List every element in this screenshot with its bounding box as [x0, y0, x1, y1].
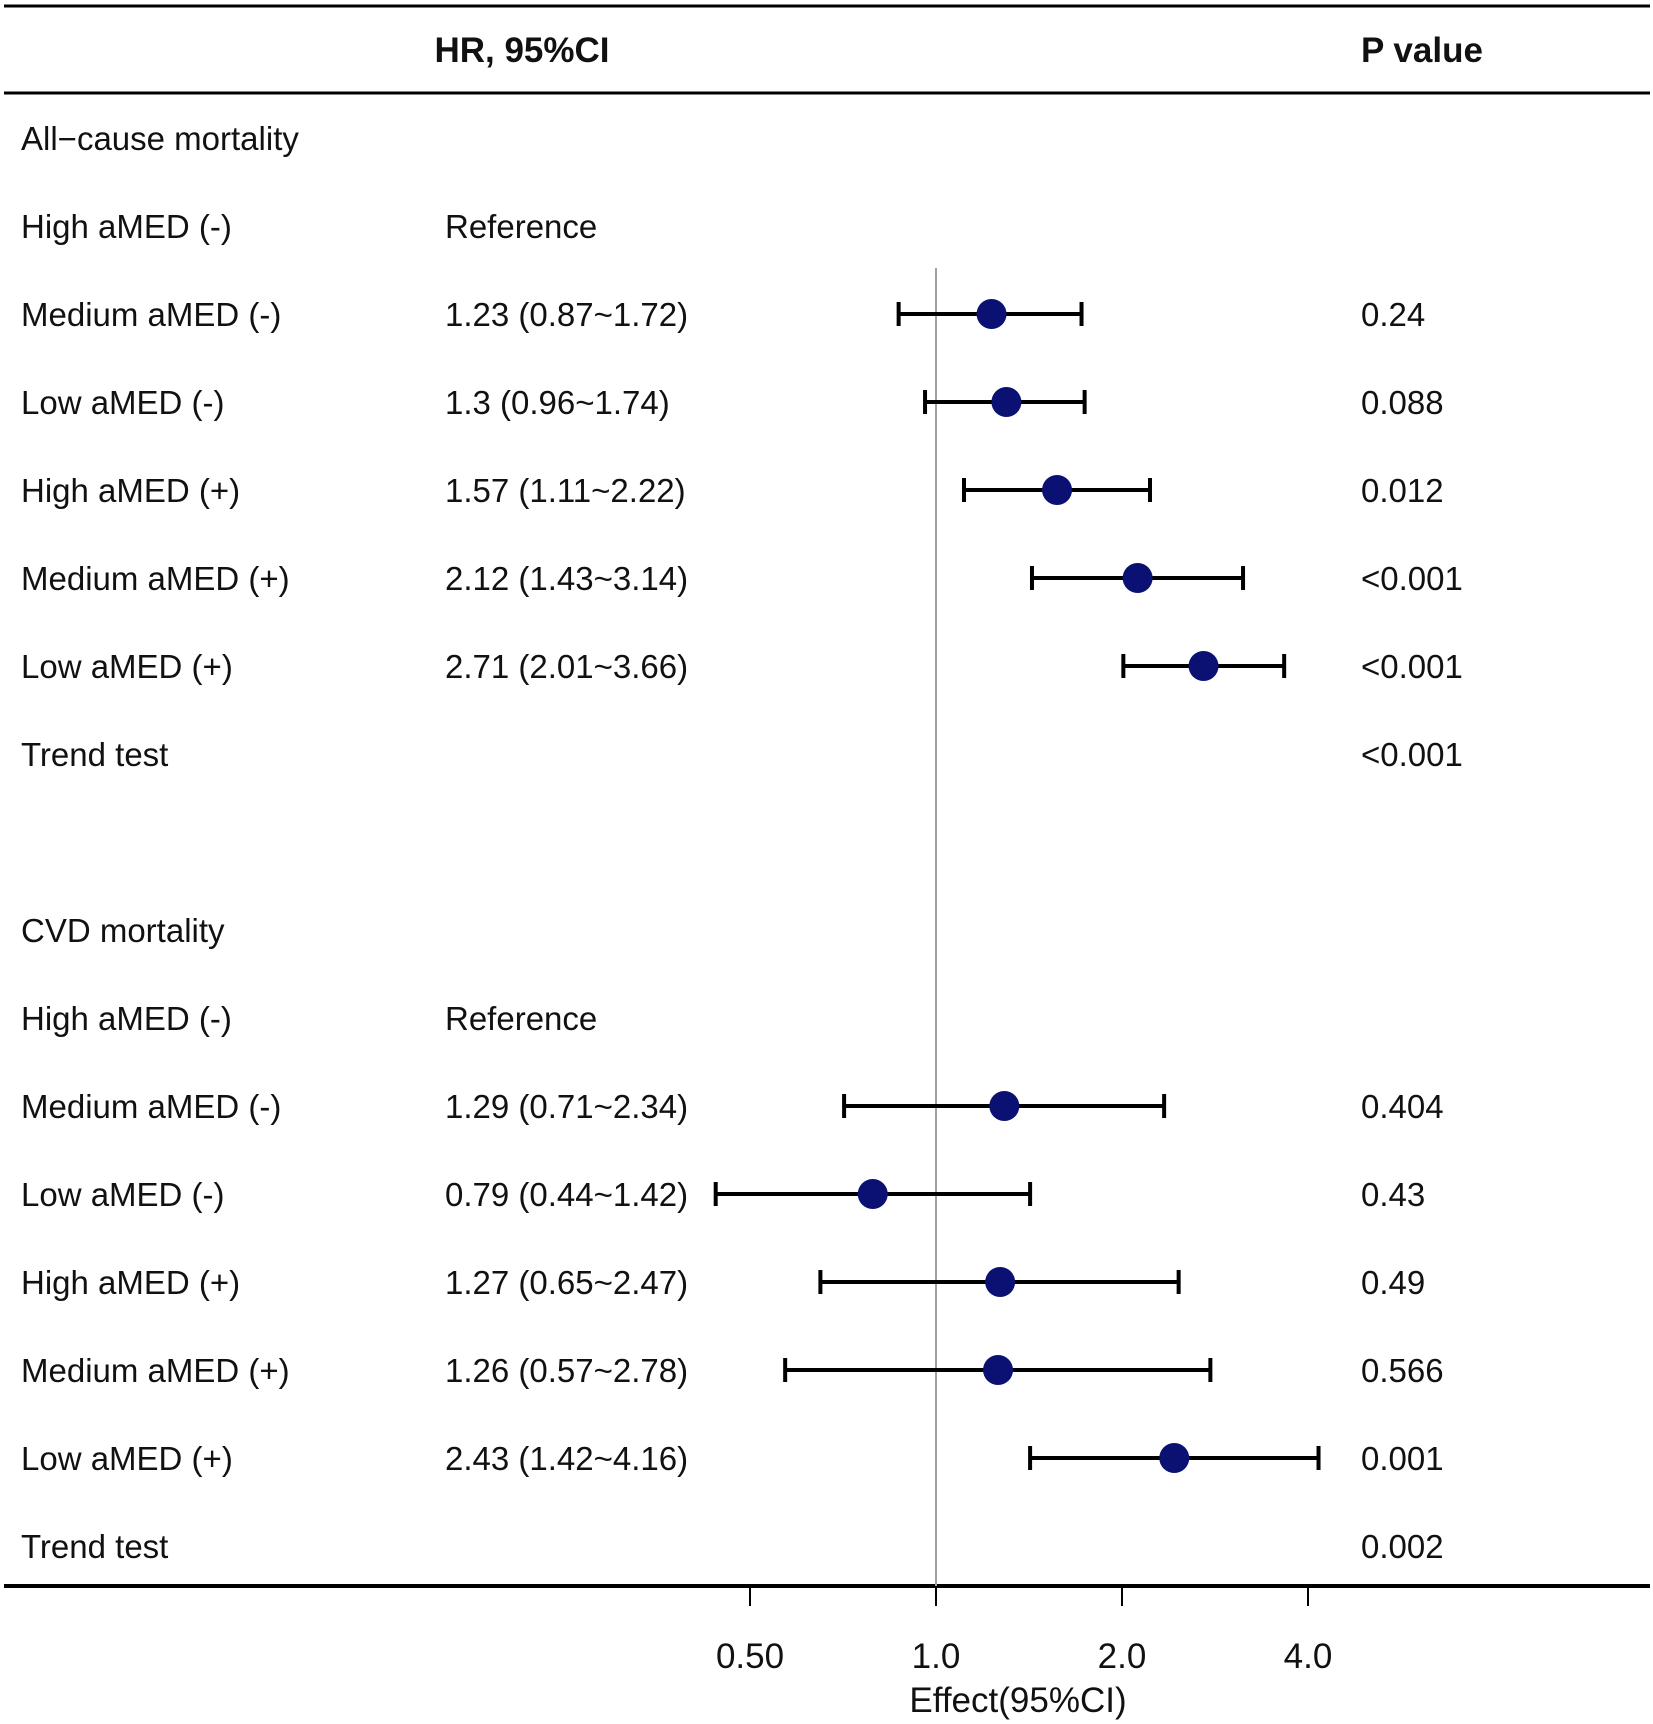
p-value: 0.001 [1361, 1440, 1444, 1477]
p-value: <0.001 [1361, 560, 1463, 597]
x-axis: 0.50 1.0 2.0 4.0 [716, 1586, 1332, 1676]
hr-point [1122, 563, 1153, 593]
row-label: Low aMED (-) [21, 1176, 225, 1213]
x-tick-label: 2.0 [1098, 1637, 1147, 1676]
hr-point [985, 1267, 1016, 1297]
ci-mark [962, 475, 1153, 505]
estimate-text: 1.3 (0.96~1.74) [445, 384, 670, 421]
ci-mark [783, 1355, 1213, 1385]
hr-point [1042, 475, 1073, 505]
hr-point [857, 1179, 888, 1209]
row-label: High aMED (-) [21, 1000, 232, 1037]
section-title: All−cause mortality [21, 120, 299, 157]
estimate-text: 1.26 (0.57~2.78) [445, 1352, 688, 1389]
row-label: Trend test [21, 736, 168, 773]
ci-mark [1029, 563, 1246, 593]
hr-point [1159, 1443, 1190, 1473]
p-value: 0.002 [1361, 1528, 1444, 1565]
p-value: <0.001 [1361, 648, 1463, 685]
ci-mark [842, 1091, 1167, 1121]
estimate-text: 2.12 (1.43~3.14) [445, 560, 688, 597]
row-label: High aMED (+) [21, 472, 240, 509]
estimate-text: 0.79 (0.44~1.42) [445, 1176, 688, 1213]
row-label: High aMED (-) [21, 208, 232, 245]
section-title: CVD mortality [21, 912, 225, 949]
p-value: 0.43 [1361, 1176, 1425, 1213]
estimate-text: 2.43 (1.42~4.16) [445, 1440, 688, 1477]
hr-point [991, 387, 1022, 417]
x-axis-label: Effect(95%CI) [909, 1681, 1126, 1720]
p-value: 0.566 [1361, 1352, 1444, 1389]
ci-mark [896, 299, 1084, 329]
hr-point [1188, 651, 1219, 681]
row-label: Medium aMED (-) [21, 1088, 281, 1125]
p-value: <0.001 [1361, 736, 1463, 773]
x-tick-label: 0.50 [716, 1637, 784, 1676]
p-value: 0.49 [1361, 1264, 1425, 1301]
header-estimate: HR, 95%CI [434, 31, 609, 70]
table-rows: All−cause mortality High aMED (-) Referenc… [21, 120, 1463, 1565]
forest-marks [713, 299, 1321, 1473]
ci-mark [923, 387, 1087, 417]
ci-mark [818, 1267, 1181, 1297]
estimate-text: 1.29 (0.71~2.34) [445, 1088, 688, 1125]
ci-mark [1028, 1443, 1321, 1473]
estimate-text: 1.23 (0.87~1.72) [445, 296, 688, 333]
row-label: High aMED (+) [21, 1264, 240, 1301]
estimate-text: Reference [445, 208, 597, 245]
hr-point [989, 1091, 1020, 1121]
ci-mark [713, 1179, 1033, 1209]
hr-point [976, 299, 1007, 329]
row-label: Medium aMED (-) [21, 296, 281, 333]
ci-mark [1121, 651, 1287, 681]
row-label: Low aMED (+) [21, 1440, 233, 1477]
row-label: Low aMED (+) [21, 648, 233, 685]
row-label: Low aMED (-) [21, 384, 225, 421]
row-label: Medium aMED (+) [21, 560, 290, 597]
p-value: 0.24 [1361, 296, 1425, 333]
estimate-text: Reference [445, 1000, 597, 1037]
p-value: 0.012 [1361, 472, 1444, 509]
row-label: Medium aMED (+) [21, 1352, 290, 1389]
hr-point [983, 1355, 1014, 1385]
estimate-text: 2.71 (2.01~3.66) [445, 648, 688, 685]
estimate-text: 1.57 (1.11~2.22) [445, 472, 686, 509]
x-tick-label: 4.0 [1284, 1637, 1333, 1676]
x-tick-label: 1.0 [912, 1637, 961, 1676]
row-label: Trend test [21, 1528, 168, 1565]
p-value: 0.088 [1361, 384, 1444, 421]
p-value: 0.404 [1361, 1088, 1444, 1125]
header-p-value: P value [1361, 31, 1483, 70]
estimate-text: 1.27 (0.65~2.47) [445, 1264, 688, 1301]
